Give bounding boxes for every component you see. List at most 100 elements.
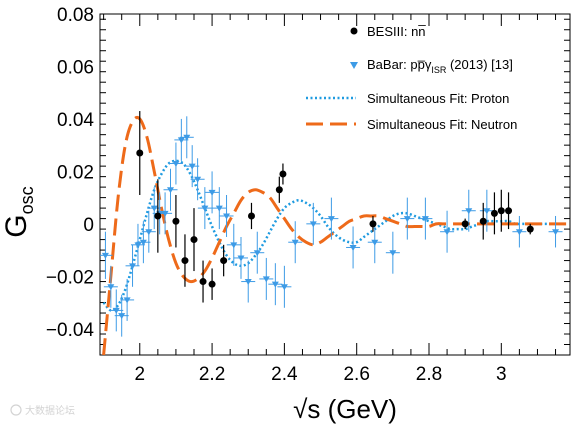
watermark: 大数据论坛 [10, 404, 75, 417]
babar-point [141, 210, 156, 253]
legend-label-neutron: Simultaneous Fit: Neutron [367, 117, 517, 132]
besiii-marker [154, 212, 162, 220]
besiii-marker [461, 220, 469, 228]
babar-point [346, 226, 361, 269]
babar-point [147, 187, 162, 230]
babar-point [277, 265, 292, 308]
babar-marker [123, 297, 131, 304]
babar-point [190, 158, 205, 201]
legend-label-besiii: BESIII: nn̅ [367, 24, 426, 39]
babar-point [367, 221, 382, 264]
babar-point [219, 194, 234, 237]
babar-marker [139, 239, 147, 246]
besiii-point [497, 189, 505, 232]
legend-label-babar-main: BaBar: pp̅γ [367, 57, 432, 72]
besiii-point [247, 202, 255, 230]
babar-marker [371, 239, 379, 246]
babar-point [109, 289, 124, 332]
babar-marker [101, 252, 109, 259]
babar-point [136, 221, 151, 264]
neutron-fit-curve [102, 115, 567, 355]
babar-point [461, 189, 476, 232]
babar-marker [150, 205, 158, 212]
babar-marker [145, 229, 153, 236]
besiii-point [275, 176, 283, 203]
babar-point [197, 187, 212, 230]
babar-marker [443, 229, 451, 236]
babar-marker [291, 239, 299, 246]
babar-point [100, 231, 113, 279]
x-tick-label: 3 [496, 364, 507, 385]
babar-marker [230, 242, 238, 249]
babar-marker [107, 284, 115, 291]
babar-marker [129, 263, 137, 270]
besiii-marker [190, 236, 198, 244]
babar-point [268, 263, 283, 306]
babar-marker [208, 189, 216, 196]
besiii-point [479, 202, 487, 240]
besiii-marker [526, 225, 534, 233]
babar-marker [421, 216, 429, 223]
babar-marker [262, 276, 270, 283]
besiii-point [461, 218, 469, 230]
babar-marker [403, 216, 411, 223]
babar-marker [309, 221, 317, 228]
babar-marker [237, 255, 245, 262]
x-tick-labels: 2 2.2 2.4 2.6 2.8 3 [134, 364, 506, 385]
besiii-marker [208, 280, 216, 288]
besiii-marker [479, 217, 487, 225]
babar-marker [465, 208, 473, 215]
y-axis-title-main: G [0, 214, 33, 237]
babar-point [324, 197, 339, 240]
babar-marker [244, 279, 252, 286]
babar-point [241, 260, 256, 303]
babar-point [234, 236, 248, 279]
besiii-point [208, 268, 216, 300]
babar-marker [167, 187, 174, 194]
babar-marker [515, 229, 523, 236]
babar-marker [177, 137, 185, 144]
legend-marker-babar [350, 62, 358, 69]
babar-point [185, 145, 200, 188]
y-tick-labels: −0.04 −0.02 0 0.02 0.04 0.06 0.08 [46, 5, 95, 341]
babar-marker [134, 242, 142, 249]
babar-point [418, 197, 433, 240]
babar-point [125, 244, 140, 287]
babar-marker [223, 213, 231, 220]
besiii-marker [505, 207, 513, 215]
besiii-marker [275, 186, 283, 194]
babar-marker [483, 208, 491, 215]
babar-point [158, 192, 173, 235]
babar-point [288, 221, 303, 264]
besiii-marker [172, 217, 180, 225]
y-tick-label: 0.06 [57, 57, 94, 78]
x-axis-title: √s (GeV) [293, 394, 397, 424]
besiii-point [369, 215, 377, 232]
babar-point [479, 189, 494, 232]
babar-marker [188, 163, 196, 170]
babar-point [226, 223, 241, 266]
besiii-marker [497, 207, 505, 215]
y-tick-label: 0 [83, 215, 94, 236]
babar-point [259, 257, 274, 300]
besiii-point [220, 244, 228, 277]
besiii-marker [181, 257, 189, 265]
babar-point [120, 278, 135, 321]
babar-marker [389, 250, 397, 257]
babar-point [174, 118, 189, 161]
besiii-point [181, 234, 189, 287]
babar-point [205, 171, 220, 214]
y-tick-label: 0.02 [57, 162, 94, 183]
besiii-point [199, 260, 207, 303]
besiii-point [154, 179, 162, 253]
babar-marker [215, 205, 223, 212]
babar-marker [253, 250, 261, 257]
babar-point [512, 215, 527, 248]
babar-marker [161, 210, 169, 217]
babar-marker [172, 161, 180, 168]
x-tick-label: 2.8 [416, 364, 442, 385]
babar-point [130, 223, 145, 266]
babar-point [306, 202, 321, 245]
babar-point [400, 197, 415, 240]
babar-point [548, 215, 563, 248]
